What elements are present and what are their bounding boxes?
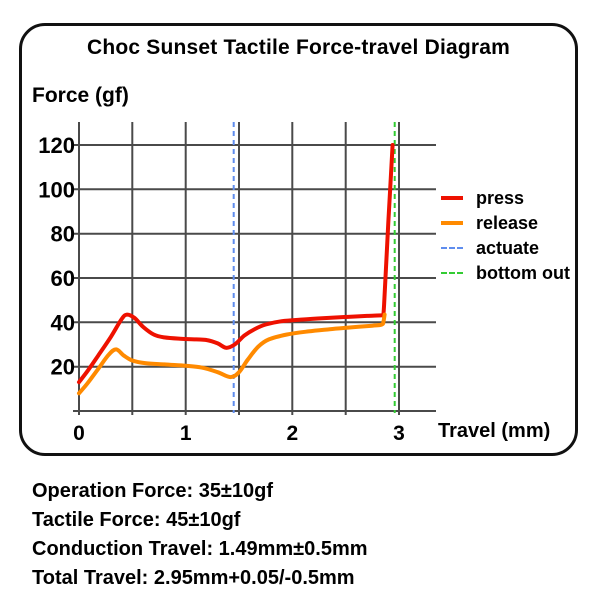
legend-label: press [476,187,525,208]
y-tick-label: 120 [38,133,75,158]
x-tick-label: 2 [286,422,298,445]
y-tick-label: 80 [51,222,75,247]
spec-list: Operation Force: 35±10gf Tactile Force: … [32,477,368,593]
x-axis-label: Travel (mm) [438,420,551,442]
y-tick-label: 100 [38,177,75,202]
force-travel-chart: 20 40 60 80 100 120 0 1 2 3 [38,122,436,445]
press-curve [77,143,395,385]
page-title: Choc Sunset Tactile Force-travel Diagram [86,36,511,59]
legend-label: actuate [476,237,540,258]
y-axis-label: Force (gf) [32,84,129,107]
diagram-frame [19,23,578,456]
y-tick-label: 60 [51,266,75,291]
x-tick-label: 0 [73,422,85,445]
legend-label: release [476,212,539,233]
chart-legend: press release actuate bottom out [441,187,570,284]
x-tick-label: 1 [180,422,192,445]
legend-swatch-actuate-icon [441,247,463,249]
spec-operation-force: Operation Force: 35±10gf [32,480,274,502]
spec-tactile-force: Tactile Force: 45±10gf [32,509,241,531]
legend-item-press: press [441,187,570,209]
y-tick-label: 20 [51,355,75,380]
legend-swatch-bottom-out-icon [441,272,463,274]
legend-swatch-release-icon [441,221,463,225]
release-curve [77,312,387,396]
y-tick-label: 40 [51,310,75,335]
spec-conduction-travel: Conduction Travel: 1.49mm±0.5mm [32,538,368,560]
legend-item-release: release [441,212,570,234]
legend-item-actuate: actuate [441,237,570,259]
spec-total-travel: Total Travel: 2.95mm+0.05/-0.5mm [32,567,355,589]
legend-item-bottom-out: bottom out [441,262,570,284]
x-tick-label: 3 [393,422,405,445]
legend-swatch-press-icon [441,196,463,200]
legend-label: bottom out [476,262,570,283]
